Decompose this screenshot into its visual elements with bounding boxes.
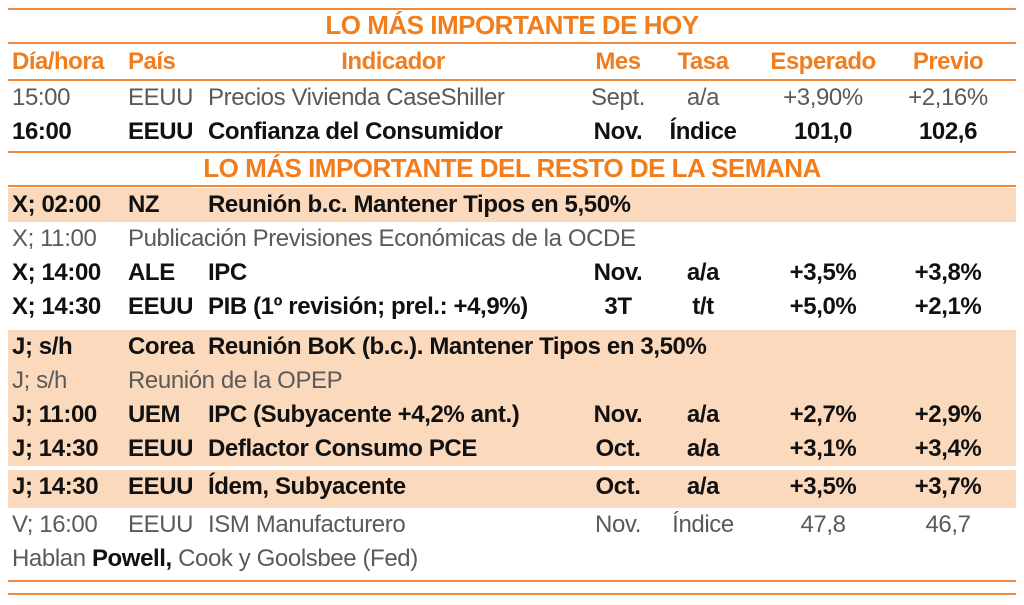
cell-dia: 15:00 bbox=[12, 84, 71, 111]
cell-dia: J; s/h bbox=[12, 333, 73, 360]
cell-pais: UEM bbox=[128, 401, 181, 428]
bottom-rule-2 bbox=[8, 593, 1016, 595]
cell-previo: +2,1% bbox=[914, 293, 982, 320]
cell-previo: +3,4% bbox=[914, 435, 982, 462]
cell-previo: +3,8% bbox=[914, 259, 982, 286]
cell-esperado: +2,7% bbox=[789, 401, 857, 428]
header-pais: País bbox=[128, 48, 176, 75]
cell-indicador: ISM Manufacturero bbox=[208, 511, 406, 538]
cell-indicador: Reunión b.c. Mantener Tipos en 5,50% bbox=[208, 191, 631, 218]
cell-esperado: +3,1% bbox=[789, 435, 857, 462]
cell-mes: Nov. bbox=[593, 118, 643, 145]
cell-esperado: +3,90% bbox=[783, 84, 863, 111]
cell-indicador: Deflactor Consumo PCE bbox=[208, 435, 477, 462]
cell-mes: Nov. bbox=[595, 511, 641, 538]
table-row: J; 14:30 EEUU Ídem, Subyacente Oct. a/a … bbox=[8, 470, 1016, 508]
table-row: X; 02:00 NZ Reunión b.c. Mantener Tipos … bbox=[8, 188, 1016, 222]
cell-dia: X; 14:30 bbox=[12, 293, 101, 320]
header-indicador: Indicador bbox=[341, 48, 445, 75]
cell-pais: NZ bbox=[128, 191, 160, 218]
table-row: X; 11:00 Publicación Previsiones Económi… bbox=[8, 222, 1016, 256]
cell-previo: +2,9% bbox=[914, 401, 982, 428]
cell-pais: EEUU bbox=[128, 511, 194, 538]
cell-pais: EEUU bbox=[128, 293, 194, 320]
header-previo: Previo bbox=[912, 48, 984, 75]
cell-previo: +3,7% bbox=[914, 473, 982, 500]
table-row: 15:00 EEUU Precios Vivienda CaseShiller … bbox=[8, 81, 1016, 115]
cell-dia: 16:00 bbox=[12, 118, 72, 145]
table-row: X; 14:30 EEUU PIB (1º revisión; prel.: +… bbox=[8, 290, 1016, 324]
cell-tasa: t/t bbox=[692, 293, 714, 320]
cell-tasa: a/a bbox=[686, 473, 720, 500]
table-row: J; 11:00 UEM IPC (Subyacente +4,2% ant.)… bbox=[8, 398, 1016, 432]
cell-pais: Corea bbox=[128, 333, 195, 360]
header-dia: Día/hora bbox=[12, 48, 105, 75]
cell-indicador: IPC (Subyacente +4,2% ant.) bbox=[208, 401, 520, 428]
table-row: X; 14:00 ALE IPC Nov. a/a +3,5% +3,8% bbox=[8, 256, 1016, 290]
cell-esperado: 101,0 bbox=[793, 118, 853, 145]
cell-mes: 3T bbox=[604, 293, 632, 320]
cell-pais: EEUU bbox=[128, 118, 194, 145]
cell-mes: Sept. bbox=[590, 84, 646, 111]
top-rule bbox=[8, 8, 1016, 10]
table-row: J; s/h Corea Reunión BoK (b.c.). Mantene… bbox=[8, 330, 1016, 364]
cell-esperado: +3,5% bbox=[789, 473, 857, 500]
cell-pais: EEUU bbox=[128, 84, 194, 111]
cell-tasa: Índice bbox=[669, 118, 737, 145]
cell-indicador: Confianza del Consumidor bbox=[208, 118, 503, 145]
cell-dia: X; 11:00 bbox=[12, 225, 97, 252]
table-row: J; s/h Reunión de la OPEP bbox=[8, 364, 1016, 398]
cell-indicador: Reunión BoK (b.c.). Mantener Tipos en 3,… bbox=[208, 333, 707, 360]
table-row: J; 14:30 EEUU Deflactor Consumo PCE Oct.… bbox=[8, 432, 1016, 466]
cell-indicador: Ídem, Subyacente bbox=[208, 473, 406, 500]
cell-previo: 102,6 bbox=[918, 118, 978, 145]
cell-mes: Nov. bbox=[593, 259, 643, 286]
cell-mes: Oct. bbox=[595, 435, 641, 462]
cell-tasa: a/a bbox=[686, 259, 720, 286]
section-title-week: LO MÁS IMPORTANTE DEL RESTO DE LA SEMANA bbox=[203, 153, 821, 183]
cell-tasa: a/a bbox=[686, 435, 720, 462]
speakers-bold: Powell, bbox=[91, 545, 172, 572]
cell-dia: V; 16:00 bbox=[12, 511, 98, 538]
cell-indicador: Precios Vivienda CaseShiller bbox=[208, 84, 505, 111]
cell-dia: J; 11:00 bbox=[12, 401, 97, 428]
cell-indicador: Publicación Previsiones Económicas de la… bbox=[128, 225, 636, 252]
cell-esperado: +3,5% bbox=[789, 259, 857, 286]
cell-dia: J; 14:30 bbox=[12, 473, 99, 500]
header-underline bbox=[8, 79, 1016, 81]
cell-esperado: 47,8 bbox=[800, 511, 846, 538]
cell-esperado: +5,0% bbox=[789, 293, 857, 320]
cell-indicador: PIB (1º revisión; prel.: +4,9%) bbox=[208, 293, 528, 320]
cell-pais: EEUU bbox=[128, 473, 194, 500]
table-header: Día/hora País Indicador Mes Tasa Esperad… bbox=[8, 46, 1016, 78]
header-mes: Mes bbox=[595, 48, 641, 75]
cell-tasa: Índice bbox=[672, 511, 734, 538]
table-row: V; 16:00 EEUU ISM Manufacturero Nov. Índ… bbox=[8, 508, 1016, 542]
cell-mes: Nov. bbox=[593, 401, 643, 428]
cell-indicador: IPC bbox=[208, 259, 247, 286]
header-esperado: Esperado bbox=[770, 48, 876, 75]
cell-previo: 46,7 bbox=[925, 511, 971, 538]
speakers-prefix: Hablan bbox=[12, 545, 92, 572]
cell-dia: J; s/h bbox=[12, 367, 67, 394]
cell-mes: Oct. bbox=[595, 473, 641, 500]
bottom-rule bbox=[8, 580, 1016, 582]
cell-indicador: Reunión de la OPEP bbox=[128, 367, 343, 394]
section-divider bbox=[8, 151, 1016, 153]
section-title-today: LO MÁS IMPORTANTE DE HOY bbox=[325, 10, 699, 40]
cell-pais: ALE bbox=[128, 259, 175, 286]
header-tasa: Tasa bbox=[677, 48, 729, 75]
speakers-suffix: Cook y Goolsbee (Fed) bbox=[171, 545, 418, 572]
cell-dia: X; 14:00 bbox=[12, 259, 101, 286]
cell-previo: +2,16% bbox=[908, 84, 988, 111]
cell-tasa: a/a bbox=[686, 84, 720, 111]
cell-dia: J; 14:30 bbox=[12, 435, 99, 462]
section-title-underline bbox=[8, 185, 1016, 187]
cell-dia: X; 02:00 bbox=[12, 191, 101, 218]
title-underline bbox=[8, 42, 1016, 44]
speakers-note: Hablan Powell, Cook y Goolsbee (Fed) bbox=[12, 542, 418, 576]
cell-pais: EEUU bbox=[128, 435, 194, 462]
table-row: 16:00 EEUU Confianza del Consumidor Nov.… bbox=[8, 115, 1016, 149]
cell-tasa: a/a bbox=[686, 401, 720, 428]
